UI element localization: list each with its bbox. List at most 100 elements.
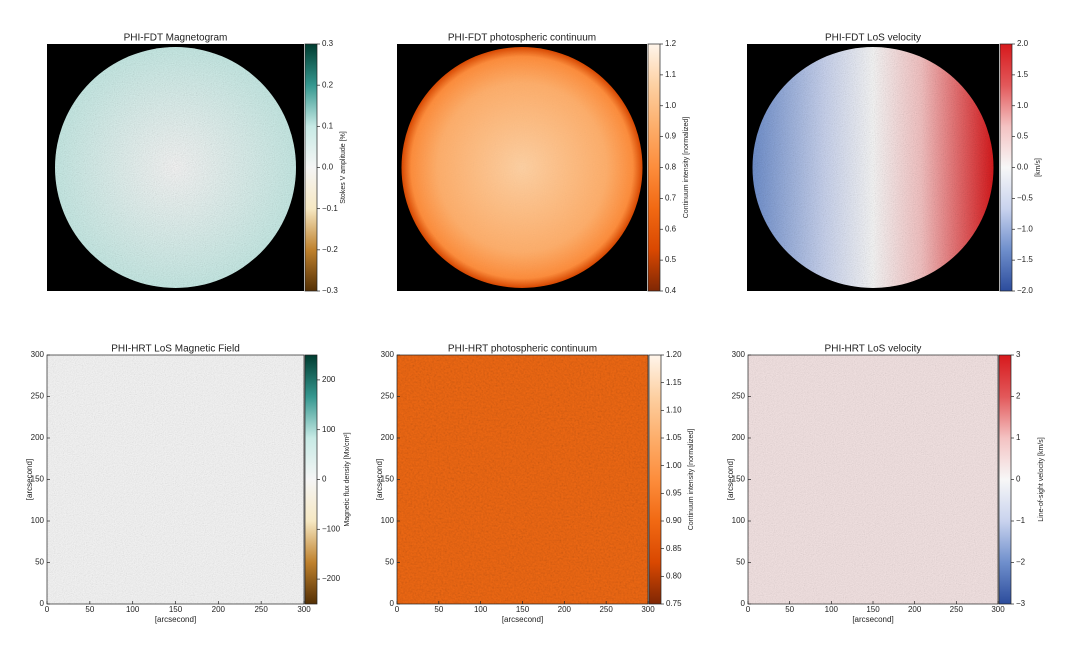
colorbar-tick-label: 1.05 bbox=[666, 433, 682, 442]
x-axis-label: [arcsecond] bbox=[852, 615, 893, 624]
y-tick-label: 0 bbox=[40, 599, 45, 608]
y-axis-label: [arcsecond] bbox=[25, 459, 34, 500]
colorbar-tick-label: 0.85 bbox=[666, 544, 682, 553]
panel-title: PHI-FDT LoS velocity bbox=[825, 33, 921, 44]
y-tick-label: 0 bbox=[390, 599, 395, 608]
x-tick-label: 100 bbox=[825, 605, 839, 614]
disk-texture bbox=[55, 47, 296, 288]
x-axis-label: [arcsecond] bbox=[502, 615, 543, 624]
colorbar-tick-label: −1.0 bbox=[1017, 224, 1033, 233]
colorbar-tick-label: 1.2 bbox=[665, 39, 677, 48]
image-texture bbox=[47, 355, 304, 604]
y-tick-label: 150 bbox=[31, 475, 45, 484]
x-tick-label: 300 bbox=[641, 605, 655, 614]
y-tick-label: 300 bbox=[31, 350, 45, 359]
y-tick-label: 100 bbox=[732, 516, 746, 525]
y-axis-label: [arcsecond] bbox=[375, 459, 384, 500]
colorbar-tick-label: 0.0 bbox=[322, 163, 334, 172]
colorbar-tick-label: 1.00 bbox=[666, 461, 682, 470]
colorbar-tick-label: 0 bbox=[1016, 475, 1021, 484]
x-tick-label: 200 bbox=[212, 605, 226, 614]
x-tick-label: 100 bbox=[126, 605, 140, 614]
x-tick-label: 0 bbox=[395, 605, 400, 614]
y-tick-label: 250 bbox=[31, 392, 45, 401]
colorbar-tick-label: −0.1 bbox=[322, 204, 338, 213]
colorbar-tick-label: 0.5 bbox=[665, 255, 677, 264]
x-tick-label: 200 bbox=[908, 605, 922, 614]
disk-texture bbox=[401, 47, 643, 288]
y-tick-label: 150 bbox=[381, 475, 395, 484]
colorbar-tick-label: 0.80 bbox=[666, 571, 682, 580]
colorbar-tick-label: −0.5 bbox=[1017, 193, 1033, 202]
panel-title: PHI-HRT LoS velocity bbox=[825, 344, 922, 355]
colorbar-tick-label: 2 bbox=[1016, 392, 1021, 401]
colorbar-tick-label: −200 bbox=[322, 574, 341, 583]
colorbar-tick-label: 1.10 bbox=[666, 405, 682, 414]
panel-title: PHI-FDT Magnetogram bbox=[124, 33, 228, 44]
colorbar-tick-label: −3 bbox=[1016, 599, 1026, 608]
colorbar-tick-label: 100 bbox=[322, 425, 336, 434]
image-panel bbox=[747, 354, 999, 605]
y-tick-label: 200 bbox=[732, 433, 746, 442]
x-tick-label: 100 bbox=[474, 605, 488, 614]
image-panel bbox=[747, 44, 999, 291]
x-tick-label: 150 bbox=[866, 605, 880, 614]
x-tick-label: 250 bbox=[950, 605, 964, 614]
colorbar-tick-label: 1.5 bbox=[1017, 70, 1029, 79]
panel-title: PHI-HRT photospheric continuum bbox=[448, 344, 597, 355]
y-tick-label: 50 bbox=[385, 558, 394, 567]
colorbar-tick-label: −2.0 bbox=[1017, 286, 1033, 295]
colorbar-tick-label: 0.8 bbox=[665, 163, 677, 172]
colorbar-tick-label: 1.15 bbox=[666, 378, 682, 387]
colorbar-tick-label: 0.7 bbox=[665, 193, 677, 202]
image-panel bbox=[47, 44, 304, 291]
y-tick-label: 300 bbox=[381, 350, 395, 359]
colorbar bbox=[304, 43, 318, 292]
panel-title: PHI-FDT photospheric continuum bbox=[448, 33, 596, 44]
x-tick-label: 50 bbox=[85, 605, 94, 614]
y-tick-label: 150 bbox=[732, 475, 746, 484]
colorbar-tick-label: 0.90 bbox=[666, 516, 682, 525]
colorbar-tick-label: −1 bbox=[1016, 516, 1026, 525]
y-tick-label: 50 bbox=[736, 558, 745, 567]
panel-title: PHI-HRT LoS Magnetic Field bbox=[111, 344, 240, 355]
y-tick-label: 0 bbox=[741, 599, 746, 608]
image-panel bbox=[46, 354, 305, 605]
colorbar bbox=[648, 354, 662, 605]
y-axis-label: [arcsecond] bbox=[726, 459, 735, 500]
colorbar bbox=[304, 354, 318, 605]
colorbar-tick-label: −100 bbox=[322, 524, 341, 533]
colorbar-tick-label: 0.75 bbox=[666, 599, 682, 608]
colorbar-tick-label: 1.1 bbox=[665, 70, 677, 79]
x-tick-label: 150 bbox=[169, 605, 183, 614]
colorbar-tick-label: 200 bbox=[322, 375, 336, 384]
image-tint bbox=[748, 355, 998, 604]
x-tick-label: 150 bbox=[516, 605, 530, 614]
x-tick-label: 0 bbox=[45, 605, 50, 614]
image-panel bbox=[396, 354, 649, 605]
x-tick-label: 250 bbox=[599, 605, 613, 614]
y-tick-label: 200 bbox=[381, 433, 395, 442]
x-tick-label: 300 bbox=[991, 605, 1005, 614]
colorbar bbox=[998, 354, 1012, 605]
image-texture bbox=[397, 355, 648, 604]
colorbar-label: [km/s] bbox=[1035, 158, 1042, 177]
colorbar-tick-label: 3 bbox=[1016, 350, 1021, 359]
colorbar-tick-label: 0.0 bbox=[1017, 163, 1029, 172]
x-tick-label: 300 bbox=[297, 605, 311, 614]
x-tick-label: 0 bbox=[746, 605, 751, 614]
colorbar-label: Continuum intensity [normalized] bbox=[683, 117, 690, 219]
y-tick-label: 100 bbox=[381, 516, 395, 525]
colorbar-label: Line-of-sight velocity [km/s] bbox=[1038, 437, 1045, 521]
y-tick-label: 100 bbox=[31, 516, 45, 525]
colorbar-tick-label: −1.5 bbox=[1017, 255, 1033, 264]
colorbar bbox=[999, 43, 1013, 292]
y-tick-label: 250 bbox=[732, 392, 746, 401]
colorbar bbox=[647, 43, 661, 292]
colorbar-tick-label: 0.9 bbox=[665, 132, 677, 141]
colorbar-tick-label: 0.4 bbox=[665, 286, 677, 295]
y-tick-label: 200 bbox=[31, 433, 45, 442]
colorbar-tick-label: 0.3 bbox=[322, 39, 334, 48]
colorbar-tick-label: −2 bbox=[1016, 558, 1026, 567]
